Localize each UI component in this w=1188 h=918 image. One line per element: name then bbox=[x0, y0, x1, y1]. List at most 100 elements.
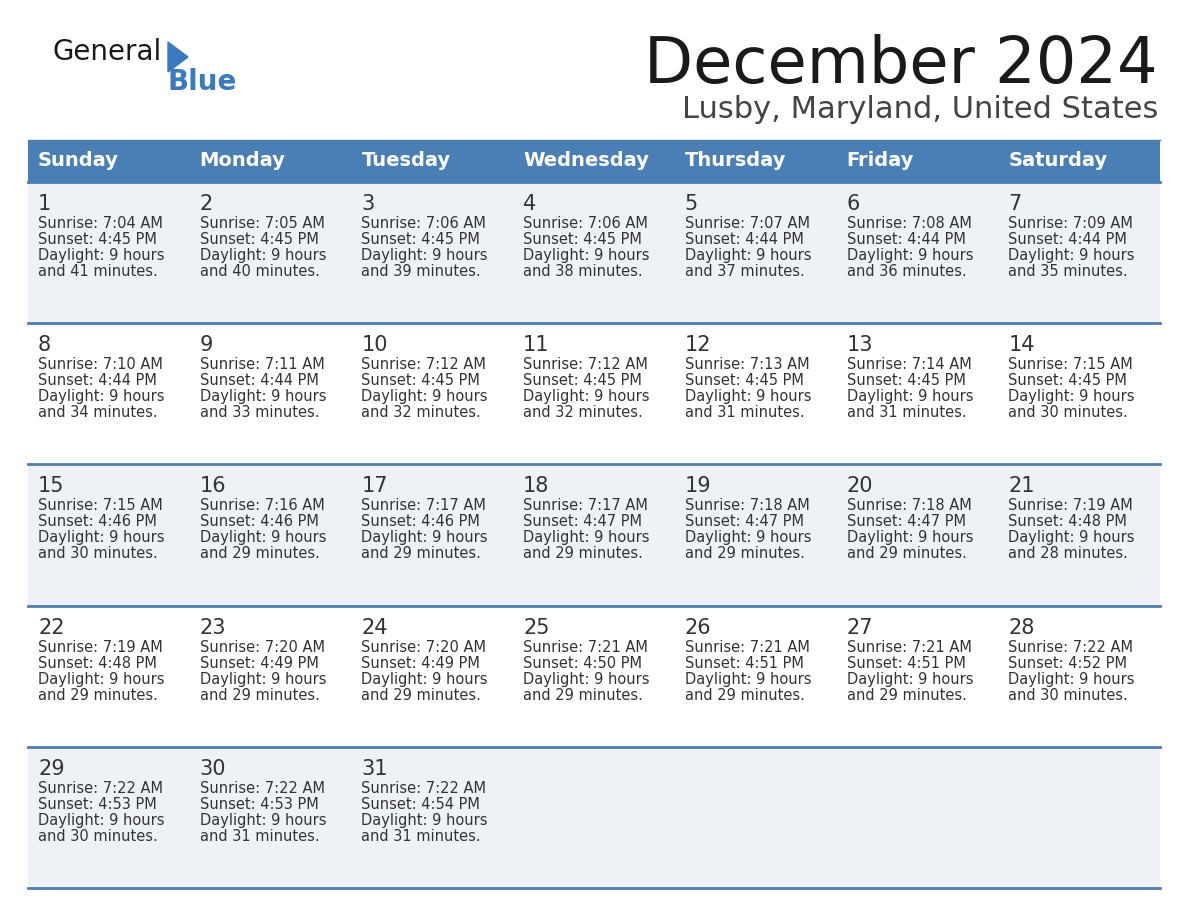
Text: and 30 minutes.: and 30 minutes. bbox=[1009, 405, 1129, 420]
Text: 18: 18 bbox=[523, 476, 550, 497]
Text: Daylight: 9 hours: Daylight: 9 hours bbox=[361, 531, 488, 545]
Text: and 28 minutes.: and 28 minutes. bbox=[1009, 546, 1129, 562]
Text: Daylight: 9 hours: Daylight: 9 hours bbox=[200, 672, 327, 687]
Text: Sunset: 4:44 PM: Sunset: 4:44 PM bbox=[684, 232, 804, 247]
Bar bbox=[29, 747, 1159, 888]
Text: and 40 minutes.: and 40 minutes. bbox=[200, 264, 320, 279]
Text: Daylight: 9 hours: Daylight: 9 hours bbox=[684, 531, 811, 545]
Text: Sunset: 4:44 PM: Sunset: 4:44 PM bbox=[847, 232, 966, 247]
Text: Sunset: 4:49 PM: Sunset: 4:49 PM bbox=[200, 655, 318, 671]
Text: and 29 minutes.: and 29 minutes. bbox=[200, 688, 320, 702]
Text: Sunset: 4:47 PM: Sunset: 4:47 PM bbox=[684, 514, 804, 530]
Text: Sunset: 4:44 PM: Sunset: 4:44 PM bbox=[1009, 232, 1127, 247]
Text: and 29 minutes.: and 29 minutes. bbox=[847, 546, 967, 562]
Text: 6: 6 bbox=[847, 194, 860, 214]
Text: Sunrise: 7:20 AM: Sunrise: 7:20 AM bbox=[200, 640, 324, 655]
Text: Sunset: 4:53 PM: Sunset: 4:53 PM bbox=[200, 797, 318, 812]
Text: Sunrise: 7:17 AM: Sunrise: 7:17 AM bbox=[523, 498, 647, 513]
Text: 17: 17 bbox=[361, 476, 388, 497]
Text: 3: 3 bbox=[361, 194, 374, 214]
Text: Sunset: 4:44 PM: Sunset: 4:44 PM bbox=[38, 374, 157, 388]
Text: Daylight: 9 hours: Daylight: 9 hours bbox=[847, 531, 973, 545]
Bar bbox=[190, 140, 352, 182]
Text: and 31 minutes.: and 31 minutes. bbox=[361, 829, 481, 844]
Text: Daylight: 9 hours: Daylight: 9 hours bbox=[38, 672, 164, 687]
Polygon shape bbox=[168, 42, 188, 72]
Text: 21: 21 bbox=[1009, 476, 1035, 497]
Text: and 35 minutes.: and 35 minutes. bbox=[1009, 264, 1127, 279]
Text: 20: 20 bbox=[847, 476, 873, 497]
Text: 9: 9 bbox=[200, 335, 213, 355]
Text: Sunset: 4:48 PM: Sunset: 4:48 PM bbox=[1009, 514, 1127, 530]
Text: Daylight: 9 hours: Daylight: 9 hours bbox=[847, 248, 973, 263]
Text: Sunrise: 7:08 AM: Sunrise: 7:08 AM bbox=[847, 216, 972, 231]
Text: Lusby, Maryland, United States: Lusby, Maryland, United States bbox=[682, 95, 1158, 125]
Text: and 37 minutes.: and 37 minutes. bbox=[684, 264, 804, 279]
Text: Sunrise: 7:16 AM: Sunrise: 7:16 AM bbox=[200, 498, 324, 513]
Text: Sunset: 4:48 PM: Sunset: 4:48 PM bbox=[38, 655, 157, 671]
Text: 10: 10 bbox=[361, 335, 388, 355]
Text: and 30 minutes.: and 30 minutes. bbox=[1009, 688, 1129, 702]
Text: 4: 4 bbox=[523, 194, 537, 214]
Text: Blue: Blue bbox=[168, 68, 238, 96]
Text: Sunrise: 7:12 AM: Sunrise: 7:12 AM bbox=[361, 357, 486, 372]
Text: Daylight: 9 hours: Daylight: 9 hours bbox=[523, 672, 650, 687]
Text: and 34 minutes.: and 34 minutes. bbox=[38, 405, 158, 420]
Text: Tuesday: Tuesday bbox=[361, 151, 450, 171]
Text: and 29 minutes.: and 29 minutes. bbox=[684, 546, 804, 562]
Text: Sunrise: 7:22 AM: Sunrise: 7:22 AM bbox=[200, 781, 324, 796]
Text: Sunday: Sunday bbox=[38, 151, 119, 171]
Text: Daylight: 9 hours: Daylight: 9 hours bbox=[38, 389, 164, 404]
Text: Sunrise: 7:19 AM: Sunrise: 7:19 AM bbox=[1009, 498, 1133, 513]
Text: 23: 23 bbox=[200, 618, 226, 638]
Text: Sunset: 4:53 PM: Sunset: 4:53 PM bbox=[38, 797, 157, 812]
Text: and 38 minutes.: and 38 minutes. bbox=[523, 264, 643, 279]
Text: Daylight: 9 hours: Daylight: 9 hours bbox=[1009, 531, 1135, 545]
Text: 1: 1 bbox=[38, 194, 51, 214]
Text: Sunrise: 7:10 AM: Sunrise: 7:10 AM bbox=[38, 357, 163, 372]
Text: Sunrise: 7:19 AM: Sunrise: 7:19 AM bbox=[38, 640, 163, 655]
Text: 30: 30 bbox=[200, 759, 226, 778]
Text: Sunset: 4:45 PM: Sunset: 4:45 PM bbox=[361, 374, 480, 388]
Text: Daylight: 9 hours: Daylight: 9 hours bbox=[361, 812, 488, 828]
Text: Sunrise: 7:15 AM: Sunrise: 7:15 AM bbox=[1009, 357, 1133, 372]
Text: 12: 12 bbox=[684, 335, 712, 355]
Text: 25: 25 bbox=[523, 618, 550, 638]
Text: General: General bbox=[52, 38, 162, 66]
Text: and 29 minutes.: and 29 minutes. bbox=[523, 688, 643, 702]
Text: Sunset: 4:47 PM: Sunset: 4:47 PM bbox=[847, 514, 966, 530]
Text: Sunset: 4:45 PM: Sunset: 4:45 PM bbox=[1009, 374, 1127, 388]
Text: Sunrise: 7:21 AM: Sunrise: 7:21 AM bbox=[523, 640, 647, 655]
Text: 29: 29 bbox=[38, 759, 64, 778]
Text: Sunset: 4:52 PM: Sunset: 4:52 PM bbox=[1009, 655, 1127, 671]
Text: Sunset: 4:47 PM: Sunset: 4:47 PM bbox=[523, 514, 643, 530]
Text: Daylight: 9 hours: Daylight: 9 hours bbox=[847, 672, 973, 687]
Text: Daylight: 9 hours: Daylight: 9 hours bbox=[200, 248, 327, 263]
Text: Sunrise: 7:17 AM: Sunrise: 7:17 AM bbox=[361, 498, 486, 513]
Text: 13: 13 bbox=[847, 335, 873, 355]
Text: Daylight: 9 hours: Daylight: 9 hours bbox=[361, 389, 488, 404]
Text: Sunrise: 7:18 AM: Sunrise: 7:18 AM bbox=[684, 498, 809, 513]
Text: Sunset: 4:45 PM: Sunset: 4:45 PM bbox=[684, 374, 804, 388]
Text: Sunrise: 7:22 AM: Sunrise: 7:22 AM bbox=[361, 781, 486, 796]
Text: December 2024: December 2024 bbox=[644, 34, 1158, 96]
Text: Sunrise: 7:05 AM: Sunrise: 7:05 AM bbox=[200, 216, 324, 231]
Text: 8: 8 bbox=[38, 335, 51, 355]
Text: and 31 minutes.: and 31 minutes. bbox=[200, 829, 320, 844]
Text: Sunset: 4:45 PM: Sunset: 4:45 PM bbox=[200, 232, 318, 247]
Text: Sunrise: 7:09 AM: Sunrise: 7:09 AM bbox=[1009, 216, 1133, 231]
Text: Wednesday: Wednesday bbox=[523, 151, 649, 171]
Text: Sunset: 4:46 PM: Sunset: 4:46 PM bbox=[38, 514, 157, 530]
Text: Sunrise: 7:06 AM: Sunrise: 7:06 AM bbox=[523, 216, 647, 231]
Text: Sunset: 4:44 PM: Sunset: 4:44 PM bbox=[200, 374, 318, 388]
Text: Daylight: 9 hours: Daylight: 9 hours bbox=[684, 672, 811, 687]
Text: Daylight: 9 hours: Daylight: 9 hours bbox=[38, 812, 164, 828]
Text: Daylight: 9 hours: Daylight: 9 hours bbox=[1009, 248, 1135, 263]
Text: and 29 minutes.: and 29 minutes. bbox=[361, 688, 481, 702]
Text: Sunset: 4:46 PM: Sunset: 4:46 PM bbox=[200, 514, 318, 530]
Text: and 33 minutes.: and 33 minutes. bbox=[200, 405, 320, 420]
Text: Sunrise: 7:22 AM: Sunrise: 7:22 AM bbox=[1009, 640, 1133, 655]
Text: and 29 minutes.: and 29 minutes. bbox=[847, 688, 967, 702]
Text: Sunrise: 7:15 AM: Sunrise: 7:15 AM bbox=[38, 498, 163, 513]
Text: and 31 minutes.: and 31 minutes. bbox=[847, 405, 966, 420]
